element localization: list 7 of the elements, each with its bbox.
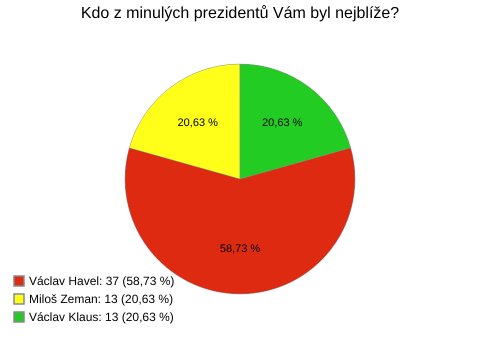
data-label: 20,63 % [262, 117, 303, 130]
chart-title: Kdo z minulých prezidentů Vám byl nejblíže? [80, 5, 400, 22]
legend-label: Václav Klaus: 13 (20,63 %) [29, 310, 174, 324]
legend-label: Václav Havel: 37 (58,73 %) [29, 274, 174, 288]
data-label: 20,63 % [178, 117, 218, 130]
data-label: 58,73 % [220, 243, 260, 255]
legend-label: Miloš Zeman: 13 (20,63 %) [29, 292, 174, 306]
